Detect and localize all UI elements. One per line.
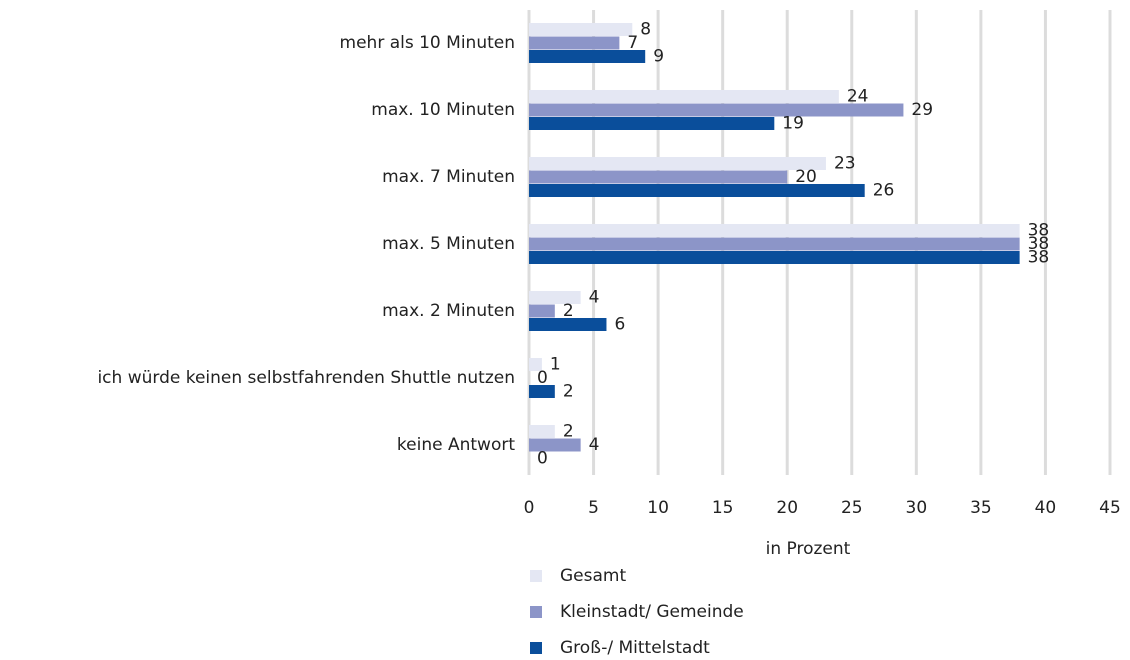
- x-tick-label: 0: [524, 498, 535, 518]
- legend-swatch: [530, 570, 542, 582]
- legend-label: Gesamt: [560, 566, 626, 586]
- data-label: 38: [1028, 234, 1050, 254]
- bar: [529, 237, 1020, 251]
- data-label: 20: [795, 167, 817, 187]
- bar: [529, 358, 542, 371]
- y-tick-label: mehr als 10 Minuten: [340, 33, 515, 53]
- x-tick-label: 15: [712, 498, 734, 518]
- legend-label: Groß-/ Mittelstadt: [560, 638, 710, 658]
- x-tick-label: 40: [1035, 498, 1057, 518]
- data-label: 26: [873, 181, 895, 201]
- bar: [529, 170, 788, 184]
- data-label: 2: [563, 301, 574, 321]
- x-tick-label: 25: [841, 498, 863, 518]
- x-tick-label: 20: [776, 498, 798, 518]
- data-label: 0: [537, 449, 548, 469]
- bar: [529, 23, 633, 36]
- x-tick-label: 10: [647, 498, 669, 518]
- data-label: 4: [589, 435, 600, 455]
- y-tick-label: keine Antwort: [397, 435, 515, 455]
- bar: [529, 90, 839, 103]
- legend-label: Kleinstadt/ Gemeinde: [560, 602, 744, 622]
- bar: [529, 184, 865, 197]
- bar: [529, 318, 607, 331]
- bar: [529, 157, 826, 170]
- legend-swatch: [530, 606, 542, 618]
- legend-swatch: [530, 642, 542, 654]
- bar: [529, 36, 620, 50]
- data-label: 2: [563, 422, 574, 442]
- x-tick-label: 35: [970, 498, 992, 518]
- data-label: 23: [834, 154, 856, 174]
- data-label: 2: [563, 382, 574, 402]
- x-tick-label: 30: [906, 498, 928, 518]
- bar: [529, 291, 581, 304]
- y-tick-label: max. 7 Minuten: [382, 167, 515, 187]
- y-tick-label: ich würde keinen selbstfahrenden Shuttle…: [97, 368, 515, 388]
- y-tick-label: max. 10 Minuten: [371, 100, 515, 120]
- y-tick-label: max. 5 Minuten: [382, 234, 515, 254]
- data-label: 1: [550, 355, 561, 375]
- data-label: 7: [627, 33, 638, 53]
- data-label: 24: [847, 87, 869, 107]
- data-label: 19: [782, 114, 804, 134]
- bar: [529, 304, 555, 318]
- x-tick-label: 45: [1099, 498, 1121, 518]
- bar: [529, 385, 555, 398]
- data-label: 8: [640, 20, 651, 40]
- bar: [529, 425, 555, 438]
- data-label: 9: [653, 47, 664, 67]
- data-label: 38: [1028, 221, 1050, 241]
- x-tick-label: 5: [588, 498, 599, 518]
- bar: [529, 251, 1020, 264]
- bar: [529, 103, 904, 117]
- data-label: 4: [589, 288, 600, 308]
- bar: [529, 438, 581, 452]
- bar: [529, 224, 1020, 237]
- bar: [529, 50, 646, 63]
- data-label: 29: [911, 100, 933, 120]
- data-label: 0: [537, 368, 548, 388]
- data-label: 38: [1028, 248, 1050, 268]
- x-axis-label: in Prozent: [766, 539, 851, 559]
- bar: [529, 117, 775, 130]
- y-tick-label: max. 2 Minuten: [382, 301, 515, 321]
- data-label: 6: [614, 315, 625, 335]
